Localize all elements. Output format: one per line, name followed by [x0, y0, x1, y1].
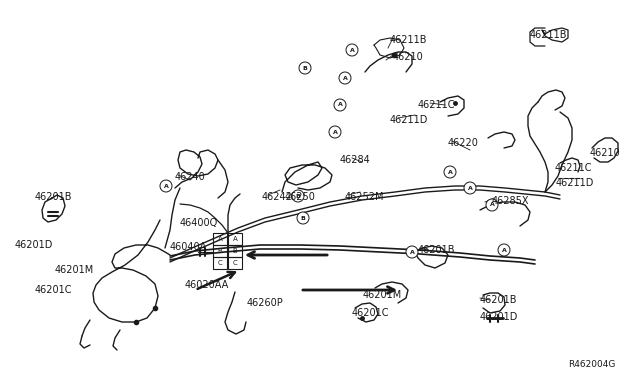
Bar: [228, 233, 242, 245]
Text: R462004G: R462004G: [568, 360, 616, 369]
Circle shape: [292, 190, 304, 202]
Circle shape: [339, 72, 351, 84]
Text: A: A: [349, 48, 355, 52]
Text: A: A: [502, 247, 506, 253]
Text: B: B: [232, 248, 237, 254]
Circle shape: [486, 199, 498, 211]
Text: 46201C: 46201C: [35, 285, 72, 295]
Text: 46201M: 46201M: [55, 265, 94, 275]
Text: 46201M: 46201M: [363, 290, 403, 300]
Text: 46201C: 46201C: [352, 308, 390, 318]
Text: 46201B: 46201B: [418, 245, 456, 255]
Text: C: C: [232, 260, 237, 266]
Text: 46220: 46220: [448, 138, 479, 148]
Text: A: A: [468, 186, 472, 190]
Text: 46020AA: 46020AA: [185, 280, 229, 290]
Text: A: A: [164, 183, 168, 189]
Circle shape: [444, 166, 456, 178]
Circle shape: [406, 246, 418, 258]
Text: 46252M: 46252M: [345, 192, 385, 202]
Bar: [228, 245, 242, 257]
Text: 46201B: 46201B: [35, 192, 72, 202]
Text: A: A: [337, 103, 342, 108]
Text: 46210: 46210: [590, 148, 621, 158]
Text: 46211B: 46211B: [530, 30, 568, 40]
Text: 46211D: 46211D: [390, 115, 428, 125]
Text: C: C: [218, 260, 222, 266]
Text: 46242: 46242: [262, 192, 293, 202]
Text: A: A: [333, 129, 337, 135]
Circle shape: [160, 180, 172, 192]
Text: A: A: [232, 236, 237, 242]
Text: A: A: [342, 76, 348, 80]
Text: B: B: [218, 248, 222, 254]
Bar: [213, 233, 227, 245]
Circle shape: [299, 62, 311, 74]
Text: B: B: [303, 65, 307, 71]
Text: A: A: [218, 236, 222, 242]
Text: 46040A: 46040A: [170, 242, 207, 252]
Circle shape: [346, 44, 358, 56]
Text: 46250: 46250: [285, 192, 316, 202]
Text: 46211C: 46211C: [555, 163, 593, 173]
Bar: [213, 245, 227, 257]
Text: 46201D: 46201D: [15, 240, 53, 250]
Text: A: A: [410, 250, 415, 254]
Text: 46240: 46240: [175, 172, 205, 182]
Text: 46260P: 46260P: [247, 298, 284, 308]
Text: B: B: [296, 193, 300, 199]
Text: 46285X: 46285X: [492, 196, 529, 206]
Bar: [213, 257, 227, 269]
Text: 46211C: 46211C: [418, 100, 456, 110]
Text: 46400Q: 46400Q: [180, 218, 218, 228]
Circle shape: [464, 182, 476, 194]
Circle shape: [329, 126, 341, 138]
Text: 46210: 46210: [393, 52, 424, 62]
Text: B: B: [301, 215, 305, 221]
Text: 46201D: 46201D: [480, 312, 518, 322]
Text: A: A: [490, 202, 495, 208]
Bar: [228, 257, 242, 269]
Circle shape: [297, 212, 309, 224]
Text: 46211B: 46211B: [390, 35, 428, 45]
Text: 46284: 46284: [340, 155, 371, 165]
Circle shape: [334, 99, 346, 111]
Circle shape: [498, 244, 510, 256]
Text: A: A: [447, 170, 452, 174]
Text: 46201B: 46201B: [480, 295, 518, 305]
Text: 46211D: 46211D: [556, 178, 595, 188]
